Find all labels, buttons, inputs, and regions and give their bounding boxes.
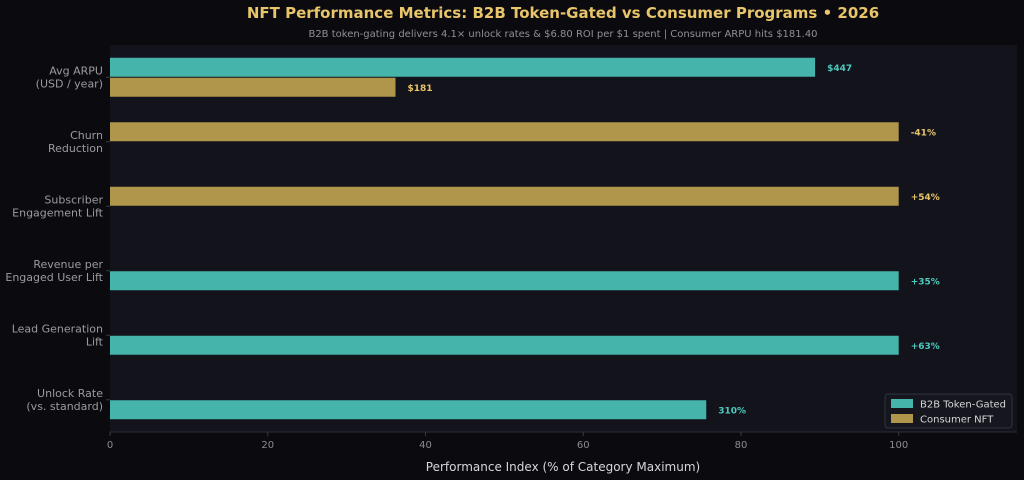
legend-label-0: B2B Token-Gated xyxy=(920,400,1006,411)
category-labels-layer: Avg ARPU (USD / year) Churn Reduction Subscr… xyxy=(5,64,110,413)
category-label-3: Revenue per Engaged User Lift xyxy=(5,258,103,284)
chart-title: NFT Performance Metrics: B2B Token-Gated… xyxy=(247,4,879,22)
legend-swatch-0 xyxy=(891,399,913,408)
legend-label-1: Consumer NFT xyxy=(920,415,994,426)
legend-swatch-1 xyxy=(891,414,913,423)
value-label-1-2: +54% xyxy=(911,193,940,203)
category-label-0: Avg ARPU (USD / year) xyxy=(36,64,103,90)
value-label-0-4: +63% xyxy=(911,342,940,352)
bar-1-1 xyxy=(110,122,899,142)
x-tick-label-5: 100 xyxy=(889,440,908,451)
value-label-0-5: 310% xyxy=(718,406,746,416)
legend: B2B Token-Gated Consumer NFT xyxy=(884,393,1013,429)
bar-1-0 xyxy=(110,77,396,97)
x-tick-label-4: 80 xyxy=(735,440,748,451)
category-label-5: Unlock Rate (vs. standard) xyxy=(26,387,103,413)
value-label-1-1: -41% xyxy=(911,128,936,138)
x-tick-label-0: 0 xyxy=(107,440,113,451)
legend-box xyxy=(884,393,1013,429)
x-axis: 0 20 40 60 80 100 xyxy=(107,431,1017,451)
x-axis-label: Performance Index (% of Category Maximum… xyxy=(426,460,700,474)
category-label-4: Lead Generation Lift xyxy=(12,322,104,348)
bar-0-0 xyxy=(110,57,816,77)
bar-0-4 xyxy=(110,335,899,355)
bar-0-5 xyxy=(110,400,707,420)
bar-0-3 xyxy=(110,271,899,291)
chart-subtitle: B2B token-gating delivers 4.1× unlock ra… xyxy=(308,29,817,40)
value-label-0-3: +35% xyxy=(911,277,940,287)
value-labels-layer: $447 $181 -41% +54% +35% +63% 310% xyxy=(408,64,940,417)
category-label-2: Subscriber Engagement Lift xyxy=(12,193,104,219)
x-tick-label-2: 40 xyxy=(419,440,432,451)
x-tick-label-3: 60 xyxy=(577,440,590,451)
x-tick-label-1: 20 xyxy=(261,440,274,451)
category-label-1: Churn Reduction xyxy=(48,129,103,155)
value-label-0-0: $447 xyxy=(827,64,852,74)
bars-layer xyxy=(110,57,899,420)
bar-1-2 xyxy=(110,186,899,206)
value-label-1-0: $181 xyxy=(408,84,433,94)
plot-area xyxy=(110,45,1017,432)
